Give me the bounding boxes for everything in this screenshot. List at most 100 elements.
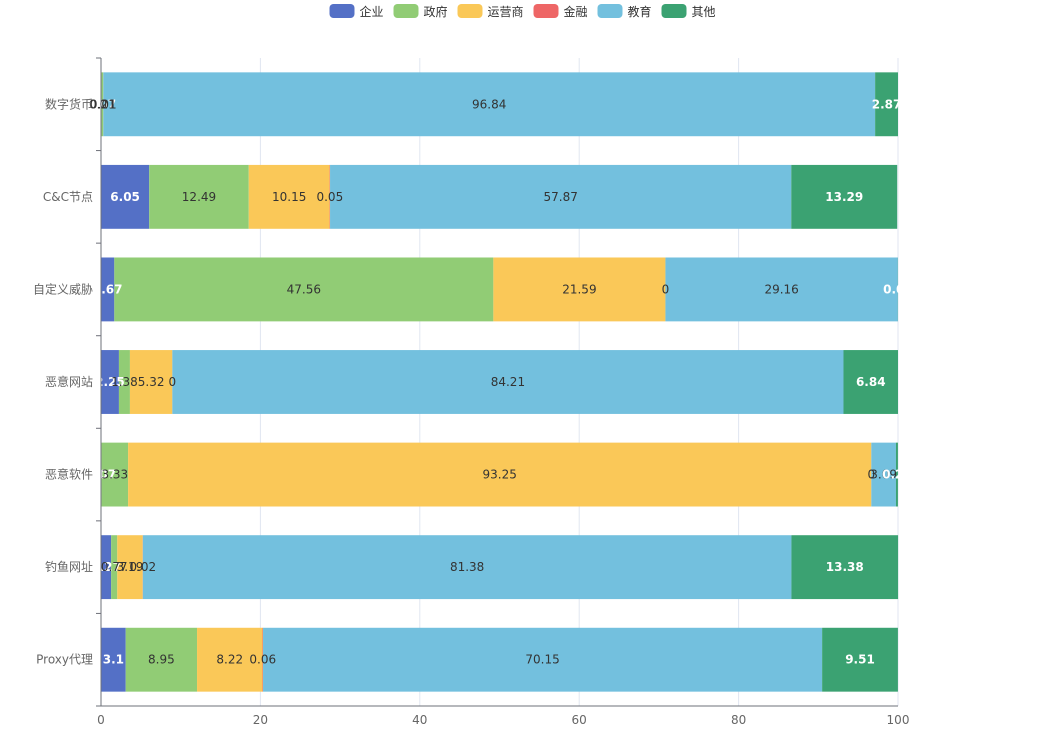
bar-segment <box>895 442 898 507</box>
value-label: 0.02 <box>883 282 913 296</box>
legend-label: 政府 <box>424 4 448 19</box>
value-label: 3.1 <box>103 653 124 667</box>
bar-segment <box>101 72 104 137</box>
value-label: 0 <box>169 375 177 389</box>
value-label: 1.27 <box>91 560 121 574</box>
value-label: 3.33 <box>101 468 128 482</box>
value-label: 96.84 <box>472 97 506 111</box>
value-label: 8.95 <box>148 653 175 667</box>
value-label: 47.56 <box>287 282 321 296</box>
legend-item-2[interactable]: 运营商 <box>457 4 524 19</box>
legend-item-4[interactable]: 教育 <box>597 4 652 19</box>
legend-swatch <box>457 4 483 18</box>
legend-swatch <box>393 4 419 18</box>
value-label: 21.59 <box>562 282 596 296</box>
value-label: 93.25 <box>483 468 517 482</box>
value-label: 5.32 <box>138 375 165 389</box>
x-tick-label: 60 <box>572 713 587 727</box>
legend-item-5[interactable]: 其他 <box>661 4 716 19</box>
value-label: 70.15 <box>525 653 559 667</box>
bar-segment <box>101 535 112 600</box>
value-label: 0 <box>99 97 107 111</box>
bars <box>101 72 899 692</box>
bar-segment <box>197 627 263 692</box>
bar-segment <box>875 72 898 137</box>
legend-swatch <box>661 4 687 18</box>
category-label: 自定义威胁 <box>33 281 93 296</box>
bar-segment <box>125 627 198 692</box>
bar-segment <box>791 535 899 600</box>
value-label: 10.15 <box>272 190 306 204</box>
value-label: 1.38 <box>111 375 138 389</box>
legend-item-0[interactable]: 企业 <box>329 4 384 19</box>
x-tick-label: 40 <box>412 713 427 727</box>
value-label: 0.25 <box>882 468 912 482</box>
bar-segment <box>263 627 823 692</box>
legend-label: 企业 <box>360 4 384 19</box>
value-label: 0.05 <box>316 190 343 204</box>
bar-segment <box>149 164 249 229</box>
value-label: 0.77 <box>101 560 128 574</box>
value-label: 8.22 <box>216 653 243 667</box>
bar-segment <box>142 535 792 600</box>
legend-swatch <box>329 4 355 18</box>
value-label: 3.09 <box>870 468 897 482</box>
legend-item-1[interactable]: 政府 <box>393 4 448 19</box>
bar-segment <box>129 350 173 414</box>
category-label: 恶意网站 <box>45 374 93 389</box>
x-tick-label: 80 <box>731 713 746 727</box>
x-tick-label: 20 <box>253 713 268 727</box>
value-label: 2.25 <box>95 375 125 389</box>
bar-segment <box>791 164 898 229</box>
legend-item-3[interactable]: 金融 <box>533 4 588 19</box>
value-label: 13.29 <box>825 190 863 204</box>
x-tick-label: 100 <box>887 713 910 727</box>
bar-segment <box>248 164 330 229</box>
value-label: 0 <box>867 468 875 482</box>
bar-segment <box>101 350 119 414</box>
legend-label: 教育 <box>628 4 652 19</box>
category-label: 钓鱼网址 <box>45 560 93 574</box>
value-label: 1.67 <box>93 282 123 296</box>
value-label: 13.38 <box>826 560 864 574</box>
x-axis: 0 20 40 60 80 100 <box>97 705 910 727</box>
bar-segment <box>822 627 898 692</box>
value-label: 6.84 <box>856 375 886 389</box>
bar-segment <box>101 627 126 692</box>
legend-label: 金融 <box>564 4 588 19</box>
bar-segment <box>103 72 876 137</box>
value-label: 0.01 <box>90 97 117 111</box>
value-label: 0 <box>662 282 670 296</box>
bar-segment <box>111 535 118 600</box>
category-label: 数字货币 <box>45 96 93 111</box>
bar-segment <box>117 535 143 600</box>
legend[interactable]: 企业 政府 运营商 金融 教育 其他 <box>329 4 716 19</box>
value-label: 6.05 <box>110 190 140 204</box>
bar-segment <box>114 257 494 322</box>
value-label: 0.06 <box>249 653 276 667</box>
bar-segment <box>128 442 872 507</box>
bar-segment <box>101 257 115 322</box>
bar-segment <box>493 257 666 322</box>
value-label: 3.19 <box>117 560 144 574</box>
value-label: 9.51 <box>845 653 875 667</box>
value-label: 29.16 <box>764 282 798 296</box>
bar-segment <box>172 350 844 414</box>
value-label: 84.21 <box>491 375 525 389</box>
value-label: 57.87 <box>543 190 577 204</box>
legend-label: 其他 <box>692 5 716 19</box>
bar-segment <box>871 442 896 507</box>
category-label: 恶意软件 <box>45 467 93 482</box>
legend-swatch <box>597 4 623 18</box>
category-label: C&C节点 <box>43 190 93 204</box>
value-label: 0.21 <box>89 97 116 111</box>
value-label: 2.87 <box>872 97 902 111</box>
value-label: 0.02 <box>129 560 156 574</box>
category-label: Proxy代理 <box>36 653 93 667</box>
legend-swatch <box>533 4 559 18</box>
legend-label: 运营商 <box>488 4 524 19</box>
bar-segment <box>843 350 898 414</box>
bar-segment <box>101 164 150 229</box>
